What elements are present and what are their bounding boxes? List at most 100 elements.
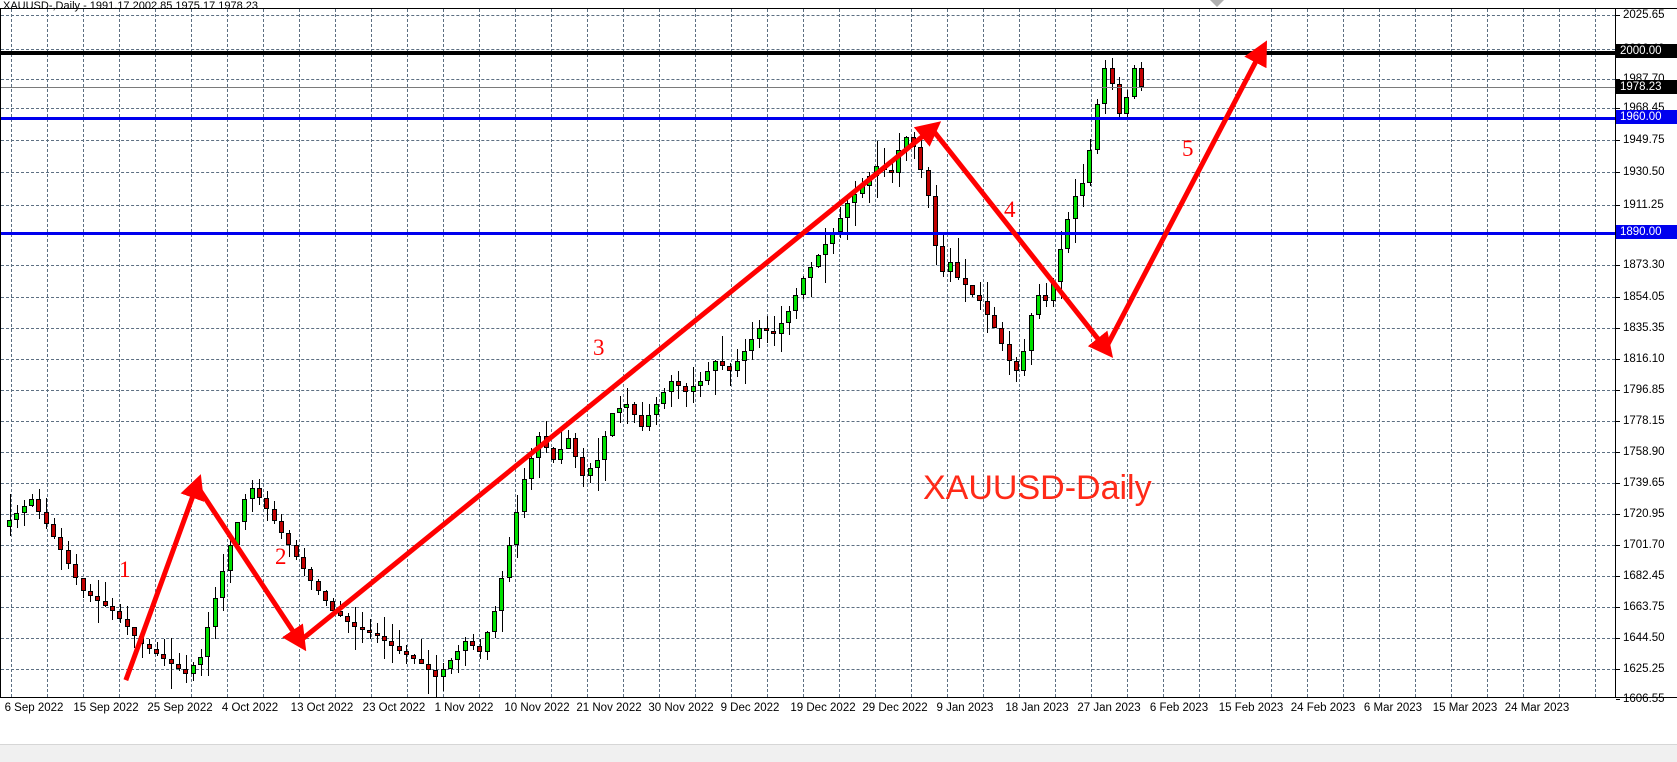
candle-body — [1058, 248, 1064, 282]
candle-body — [146, 643, 152, 649]
price-tick-label: 1854.05 — [1623, 291, 1665, 303]
candle-body — [969, 285, 975, 295]
date-tick-label: 24 Feb 2023 — [1290, 702, 1356, 714]
gridline-horizontal — [1, 79, 1615, 80]
candle-body — [1013, 360, 1019, 371]
gridline-vertical — [119, 9, 120, 697]
scroll-marker-icon[interactable] — [1210, 0, 1224, 7]
date-tick-label: 29 Dec 2022 — [862, 702, 928, 714]
candle-body — [896, 150, 902, 174]
price-tick-label: 2025.65 — [1623, 9, 1665, 21]
level-line-support-1890[interactable] — [1, 232, 1615, 236]
price-tick-mark — [1616, 140, 1620, 141]
price-tick-mark — [1616, 390, 1620, 391]
candle-body — [911, 136, 917, 147]
price-tick-label: 1796.85 — [1623, 384, 1665, 396]
candle-wick — [465, 636, 467, 667]
price-tag-support-1890[interactable]: 1890.00 — [1616, 225, 1677, 240]
candle-wick — [744, 338, 746, 385]
candle-body — [308, 569, 314, 582]
candle-body — [109, 606, 115, 611]
candle-body — [73, 564, 79, 578]
candle-body — [168, 658, 174, 664]
gridline-vertical — [1343, 9, 1344, 697]
candle-body — [962, 278, 968, 285]
candle-body — [161, 653, 167, 659]
price-tick-mark — [1616, 15, 1620, 16]
price-tag-support-1960[interactable]: 1960.00 — [1616, 110, 1677, 125]
gridline-vertical — [1235, 9, 1236, 697]
price-tick-label: 1835.35 — [1623, 322, 1665, 334]
gridline-vertical — [1127, 9, 1128, 697]
candle-body — [595, 459, 600, 468]
candle-body — [727, 365, 733, 371]
candle-body — [411, 654, 417, 660]
candle-body — [977, 294, 983, 302]
candle-body — [903, 136, 909, 150]
chart-plot-area[interactable]: 1 2 3 4 5 XAUUSD-Daily — [0, 8, 1616, 698]
candle-body — [719, 360, 725, 366]
candle-body — [514, 512, 520, 546]
date-tick-label: 25 Sep 2022 — [147, 702, 213, 714]
candle-body — [1124, 97, 1130, 114]
date-axis[interactable]: 6 Sep 2022 15 Sep 2022 25 Sep 2022 4 Oct 20… — [0, 698, 1616, 728]
gridline-vertical — [47, 9, 48, 697]
candle-body — [278, 520, 284, 534]
candle-body — [14, 513, 20, 521]
bottom-scroll-strip[interactable] — [0, 744, 1677, 762]
gridline-vertical — [1415, 9, 1416, 697]
candle-body — [29, 499, 35, 507]
candle-body — [999, 327, 1005, 345]
candle-body — [639, 415, 645, 427]
candle-body — [881, 166, 887, 170]
candle-body — [793, 294, 799, 312]
price-tick-label: 1816.10 — [1623, 353, 1665, 365]
candle-body — [786, 311, 792, 323]
candle-body — [36, 499, 42, 512]
candle-body — [602, 436, 608, 460]
price-tag-resistance-2000[interactable]: 2000.00 — [1616, 44, 1677, 59]
gridline-vertical — [1487, 9, 1488, 697]
date-tick-label: 9 Dec 2022 — [720, 702, 780, 714]
gridline-horizontal — [1, 669, 1615, 670]
level-line-current-price[interactable] — [1, 87, 1615, 89]
price-tag-current-price[interactable]: 1978.23 — [1616, 80, 1677, 95]
price-tick-mark — [1616, 452, 1620, 453]
date-tick-label: 6 Sep 2022 — [4, 702, 64, 714]
date-tick-label: 4 Oct 2022 — [221, 702, 279, 714]
gridline-horizontal — [1, 108, 1615, 109]
candle-body — [264, 498, 270, 509]
level-line-resistance-2000[interactable] — [1, 51, 1615, 56]
candle-body — [381, 635, 387, 641]
candle-body — [21, 506, 27, 514]
date-tick-label: 6 Mar 2023 — [1363, 702, 1423, 714]
wave-label-5: 5 — [1182, 136, 1194, 161]
date-tick-label: 1 Nov 2022 — [434, 702, 494, 714]
candle-wick — [428, 650, 430, 694]
candle-body — [925, 169, 931, 197]
level-line-support-1960[interactable] — [1, 117, 1615, 121]
candle-body — [550, 448, 556, 460]
price-axis[interactable]: 2025.652006.401987.701968.451949.751930.… — [1616, 8, 1677, 705]
candle-body — [418, 659, 424, 664]
candle-body — [315, 581, 321, 592]
candle-body — [293, 545, 299, 558]
candle-body — [352, 621, 358, 628]
gridline-vertical — [1451, 9, 1452, 697]
price-tick-mark — [1616, 576, 1620, 577]
gridline-vertical — [83, 9, 84, 697]
candle-body — [837, 217, 843, 233]
wave-label-3: 3 — [593, 335, 605, 360]
candle-body — [154, 648, 159, 654]
gridline-horizontal — [1, 49, 1615, 50]
candle-body — [1050, 281, 1056, 302]
candle-wick — [399, 630, 401, 655]
candle-body — [933, 196, 939, 246]
gridline-vertical — [1559, 9, 1560, 697]
candle-body — [874, 166, 880, 177]
price-tick-mark — [1616, 328, 1620, 329]
price-tick-mark — [1616, 514, 1620, 515]
price-tick-label: 1682.45 — [1623, 570, 1665, 582]
candle-body — [1043, 294, 1049, 302]
